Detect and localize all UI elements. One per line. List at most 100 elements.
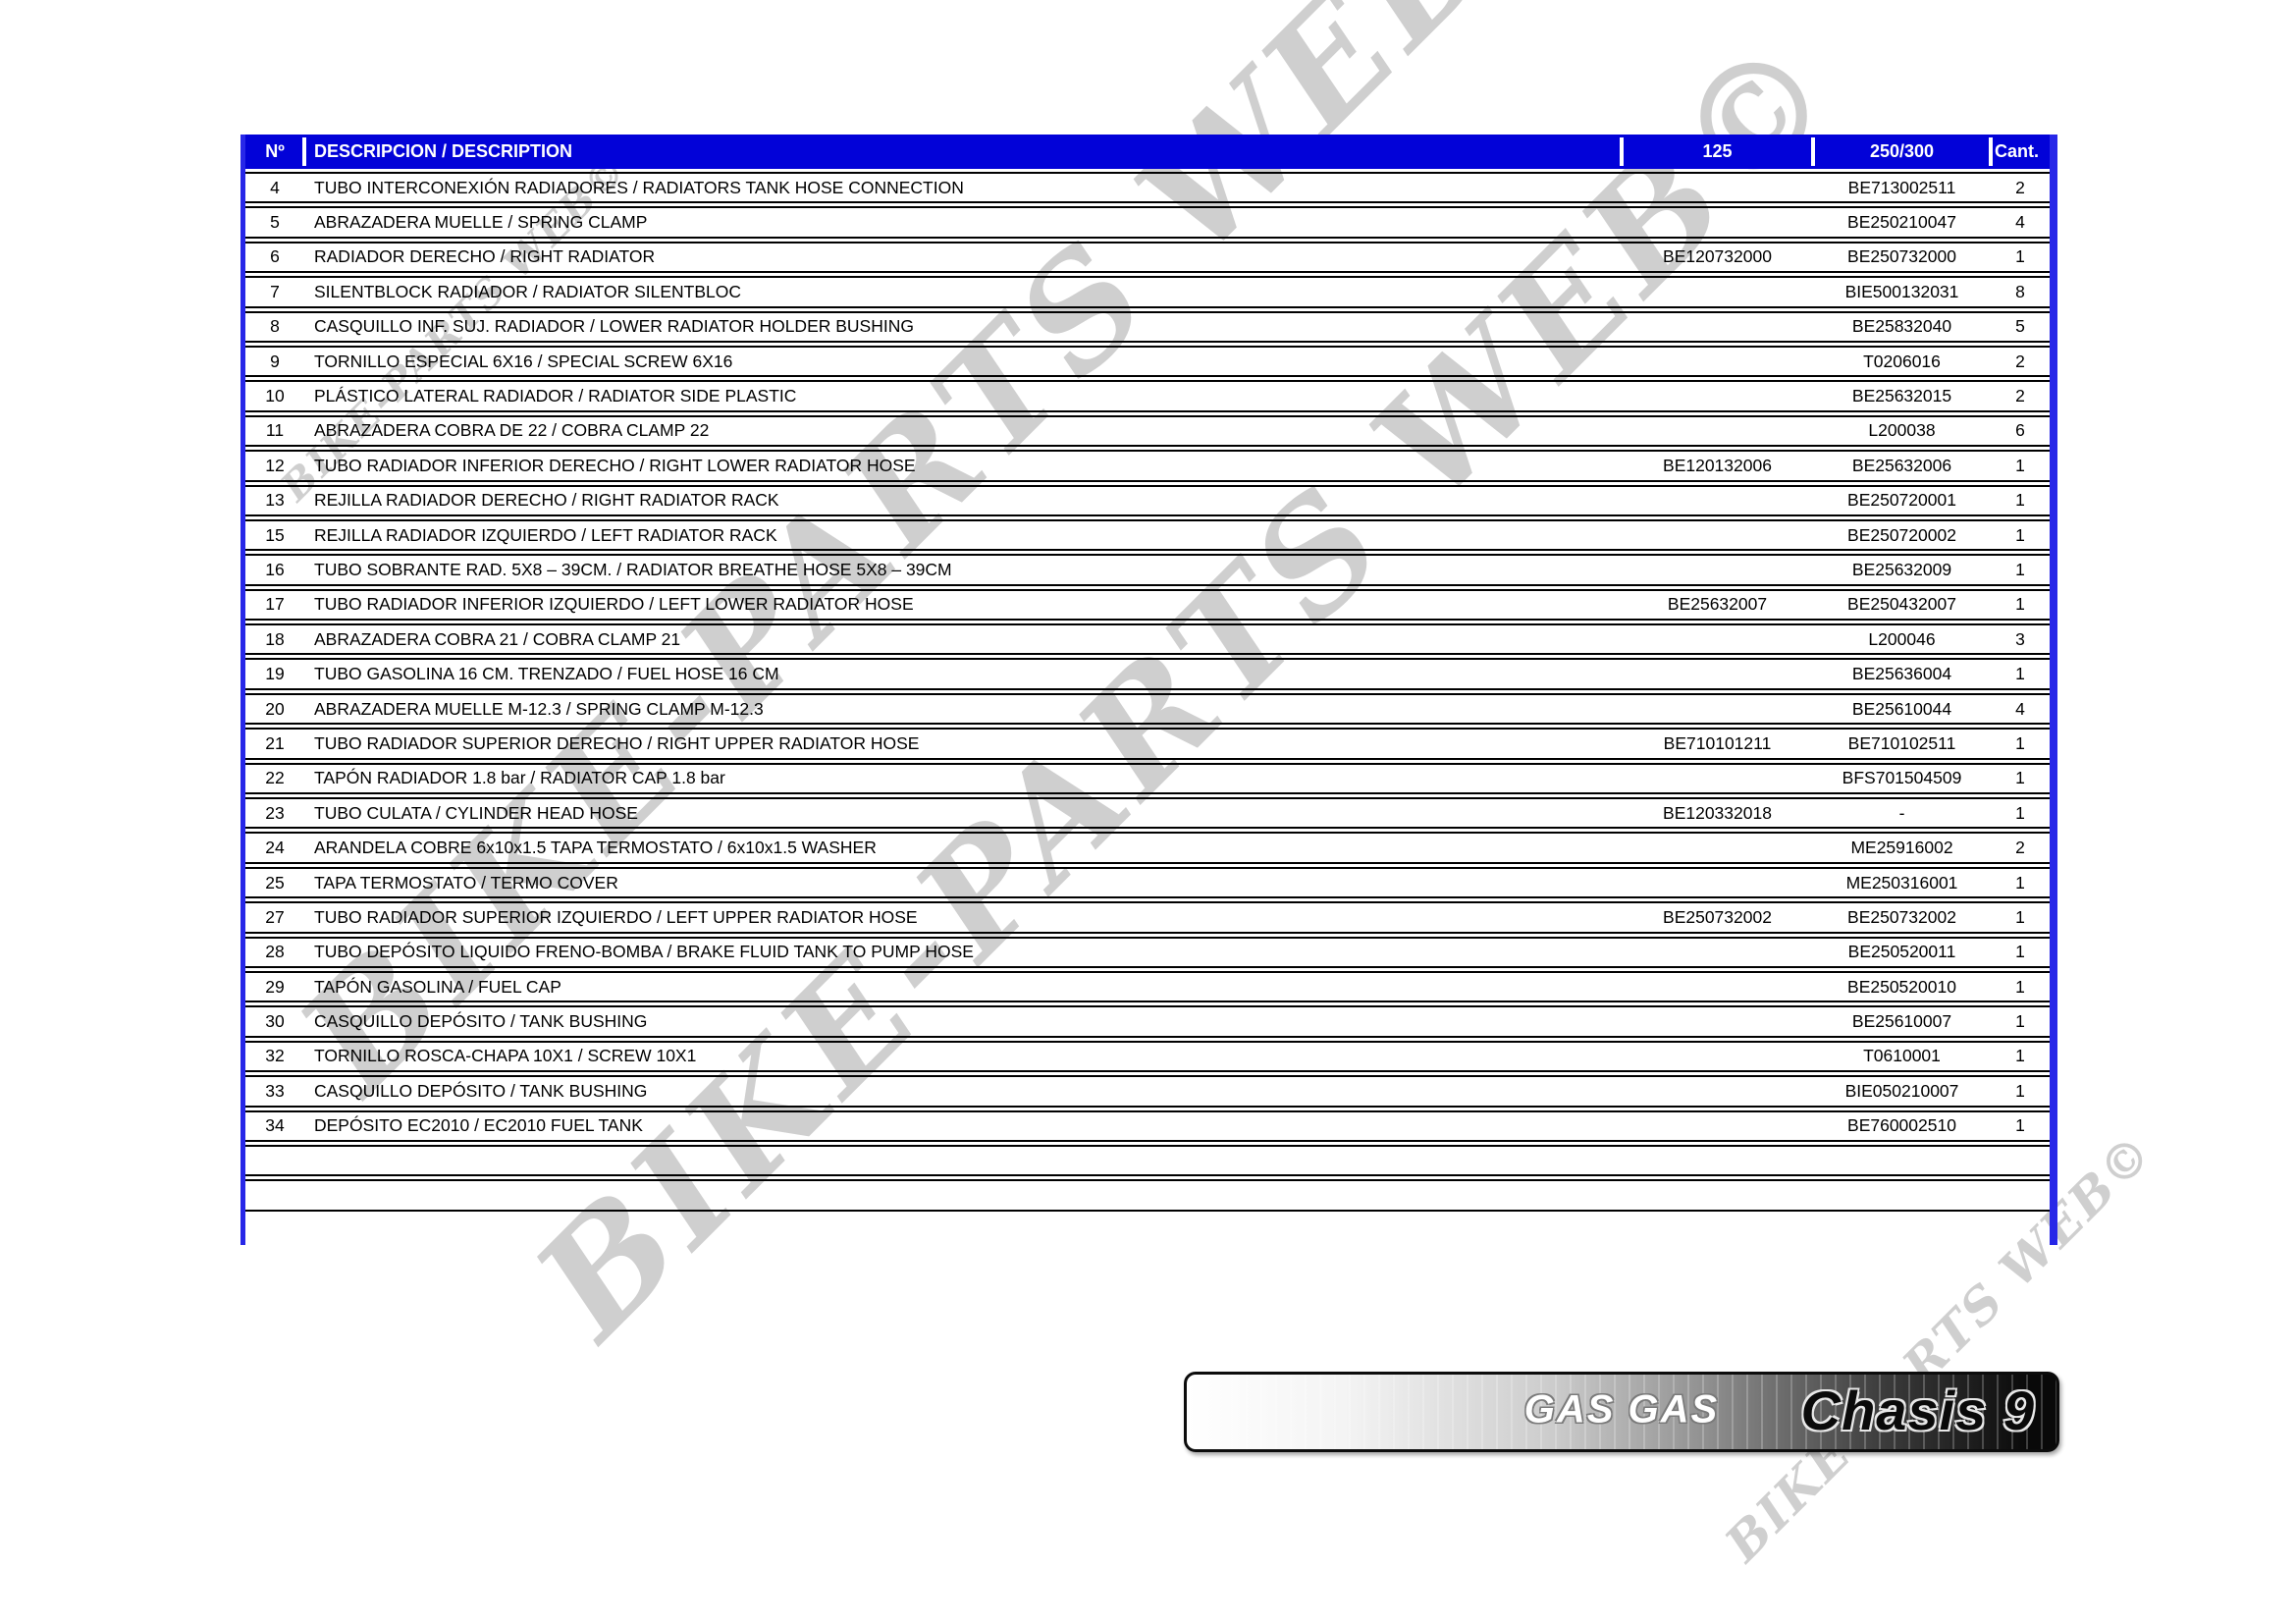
table-row: 23 TUBO CULATA / CYLINDER HEAD HOSE BE1203…: [245, 797, 2050, 830]
table-row: 16 TUBO SOBRANTE RAD. 5X8 – 39CM. / RADIA…: [245, 554, 2050, 586]
cell-desc: RADIADOR DERECHO / RIGHT RADIATOR: [314, 246, 656, 267]
table-row: 25 TAPA TERMOSTATO / TERMO COVER ME2503160…: [245, 866, 2050, 899]
cell-cant: 1: [2015, 1011, 2025, 1032]
cell-c250: BE25636004: [1851, 664, 1952, 684]
cell-num: 16: [265, 559, 285, 579]
cell-c250: BE250732000: [1847, 246, 1956, 267]
table-row: 28 TUBO DEPÓSITO LIQUIDO FRENO-BOMBA / BR…: [245, 936, 2050, 968]
cell-num: 20: [265, 698, 285, 719]
cell-cant: 1: [2015, 524, 2025, 545]
header-250-300: 250/300: [1869, 141, 1935, 161]
header-divider: [1811, 137, 1815, 166]
cell-c250: BE250720002: [1847, 524, 1956, 545]
table-row: 6 RADIADOR DERECHO / RIGHT RADIATOR BE1207…: [245, 241, 2050, 274]
table-row: 4 TUBO INTERCONEXIÓN RADIADORES / RADIATO…: [245, 172, 2050, 204]
cell-c250: BE713002511: [1847, 177, 1956, 197]
cell-c250: L200038: [1868, 420, 1936, 441]
cell-cant: 1: [2015, 1080, 2025, 1101]
cell-c250: BFS701504509: [1842, 768, 1962, 788]
cell-num: 34: [265, 1115, 285, 1136]
cell-c250: BE25832040: [1851, 316, 1952, 337]
cell-c250: T0610001: [1863, 1046, 1941, 1066]
cell-desc: REJILLA RADIADOR IZQUIERDO / LEFT RADIAT…: [314, 524, 777, 545]
header-cant: Cant.: [1995, 141, 2039, 161]
table-body: 4 TUBO INTERCONEXIÓN RADIADORES / RADIATO…: [245, 172, 2050, 1212]
cell-cant: 1: [2015, 664, 2025, 684]
table-row: 20 ABRAZADERA MUELLE M-12.3 / SPRING CLAM…: [245, 692, 2050, 726]
table-header-row: Nº DESCRIPCION / DESCRIPTION 125 250/300…: [245, 135, 2050, 169]
cell-desc: PLÁSTICO LATERAL RADIADOR / RADIATOR SID…: [314, 386, 797, 406]
table-row: [245, 1179, 2050, 1212]
cell-c250: T0206016: [1863, 351, 1941, 371]
cell-desc: ABRAZADERA COBRA DE 22 / COBRA CLAMP 22: [314, 420, 710, 441]
cell-num: 32: [265, 1046, 285, 1066]
table-row: 17 TUBO RADIADOR INFERIOR IZQUIERDO / LEF…: [245, 588, 2050, 622]
header-125: 125: [1702, 141, 1733, 161]
table-row: 8 CASQUILLO INF. SUJ. RADIADOR / LOWER RA…: [245, 310, 2050, 343]
cell-num: 5: [270, 212, 280, 233]
cell-cant: 1: [2015, 768, 2025, 788]
table-row: 18 ABRAZADERA COBRA 21 / COBRA CLAMP 21 L2…: [245, 623, 2050, 656]
table-row: 29 TAPÓN GASOLINA / FUEL CAP BE250520010 1: [245, 970, 2050, 1003]
cell-c125: BE120732000: [1663, 246, 1772, 267]
table-row: 32 TORNILLO ROSCA-CHAPA 10X1 / SCREW 10X1…: [245, 1040, 2050, 1073]
cell-num: 6: [270, 246, 280, 267]
cell-desc: ABRAZADERA MUELLE M-12.3 / SPRING CLAMP …: [314, 698, 764, 719]
cell-num: 18: [265, 628, 285, 649]
cell-desc: TORNILLO ESPECIAL 6X16 / SPECIAL SCREW 6…: [314, 351, 733, 371]
cell-cant: 1: [2015, 490, 2025, 511]
cell-c250: BE760002510: [1847, 1115, 1956, 1136]
cell-desc: REJILLA RADIADOR DERECHO / RIGHT RADIATO…: [314, 490, 779, 511]
table-row: 24 ARANDELA COBRE 6x10x1.5 TAPA TERMOSTAT…: [245, 832, 2050, 864]
header-divider: [302, 137, 306, 166]
cell-num: 22: [265, 768, 285, 788]
cell-c125: BE25632007: [1667, 594, 1768, 615]
cell-num: 25: [265, 872, 285, 893]
cell-desc: TORNILLO ROSCA-CHAPA 10X1 / SCREW 10X1: [314, 1046, 697, 1066]
cell-c250: BIE500132031: [1844, 281, 1959, 301]
table-row: 12 TUBO RADIADOR INFERIOR DERECHO / RIGHT…: [245, 450, 2050, 482]
table-row: 5 ABRAZADERA MUELLE / SPRING CLAMP BE25021…: [245, 206, 2050, 239]
cell-c250: BE25632006: [1851, 455, 1952, 475]
table-row: 33 CASQUILLO DEPÓSITO / TANK BUSHING BIE05…: [245, 1075, 2050, 1108]
cell-desc: TUBO RADIADOR INFERIOR DERECHO / RIGHT L…: [314, 455, 916, 475]
table-row: 9 TORNILLO ESPECIAL 6X16 / SPECIAL SCREW …: [245, 345, 2050, 378]
cell-c250: BE250432007: [1847, 594, 1956, 615]
cell-cant: 1: [2015, 976, 2025, 997]
cell-c250: L200046: [1868, 628, 1936, 649]
cell-c250: BE25632015: [1851, 386, 1952, 406]
cell-num: 28: [265, 942, 285, 962]
cell-num: 29: [265, 976, 285, 997]
cell-num: 12: [265, 455, 285, 475]
cell-cant: 4: [2015, 698, 2025, 719]
cell-c250: BE250720001: [1847, 490, 1956, 511]
cell-cant: 3: [2015, 628, 2025, 649]
cell-cant: 1: [2015, 872, 2025, 893]
cell-c125: BE710101211: [1663, 732, 1772, 753]
cell-c250: BE710102511: [1847, 732, 1956, 753]
cell-desc: CASQUILLO DEPÓSITO / TANK BUSHING: [314, 1011, 648, 1032]
header-divider: [1989, 137, 1993, 166]
cell-num: 11: [265, 420, 285, 441]
cell-c250: BE250732002: [1847, 906, 1956, 927]
brand-label: GAS GAS: [1523, 1387, 1720, 1432]
cell-desc: TUBO SOBRANTE RAD. 5X8 – 39CM. / RADIATO…: [314, 559, 952, 579]
cell-num: 15: [265, 524, 285, 545]
cell-desc: DEPÓSITO EC2010 / EC2010 FUEL TANK: [314, 1115, 643, 1136]
cell-c125: BE120132006: [1663, 455, 1772, 475]
cell-c250: BE25610007: [1851, 1011, 1952, 1032]
cell-c250: -: [1898, 802, 1905, 823]
cell-cant: 2: [2015, 351, 2025, 371]
cell-desc: TAPA TERMOSTATO / TERMO COVER: [314, 872, 618, 893]
cell-num: 10: [265, 386, 285, 406]
cell-num: 4: [270, 177, 280, 197]
cell-num: 13: [265, 490, 285, 511]
table-row: 30 CASQUILLO DEPÓSITO / TANK BUSHING BE256…: [245, 1005, 2050, 1038]
cell-c250: ME250316001: [1845, 872, 1958, 893]
cell-c250: BE250520011: [1847, 942, 1956, 962]
cell-c125: BE120332018: [1663, 802, 1772, 823]
header-num: Nº: [265, 141, 285, 161]
cell-cant: 1: [2015, 246, 2025, 267]
cell-cant: 1: [2015, 1046, 2025, 1066]
cell-cant: 1: [2015, 559, 2025, 579]
